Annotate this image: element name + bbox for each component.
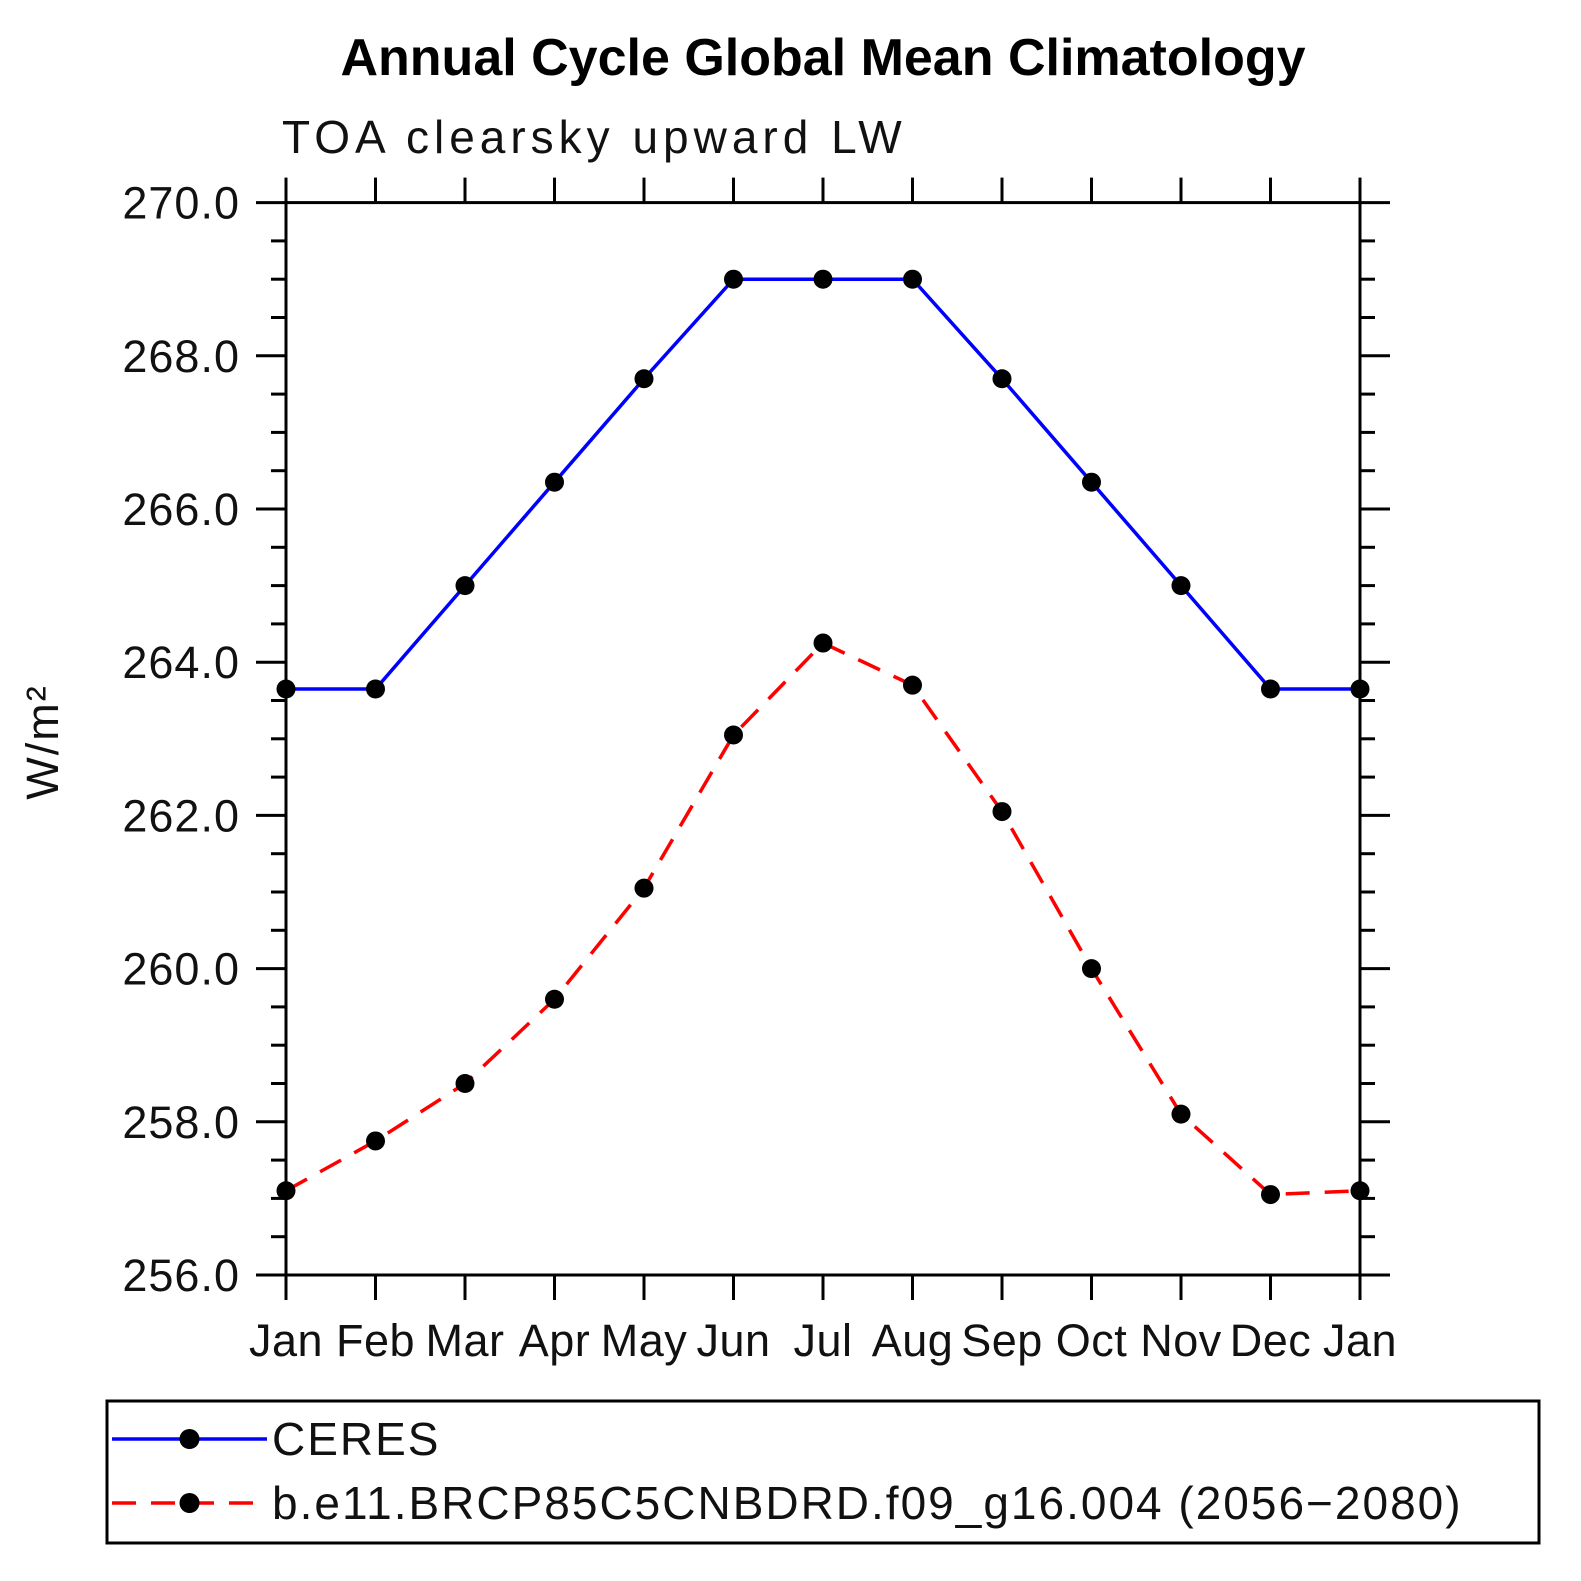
x-tick-label: Apr <box>519 1315 591 1366</box>
data-point-model-sep-8 <box>992 802 1012 822</box>
data-point-ceres-aug-7 <box>903 269 922 289</box>
x-tick-label: Jun <box>696 1315 770 1366</box>
plot-area: 256.0 258.0 260.0 262.0 264.0 266.0 268.0 270.0… <box>122 177 1397 1366</box>
data-point-ceres-apr-3 <box>545 472 564 492</box>
data-point-model-jun-5 <box>724 725 743 745</box>
data-point-ceres-nov-10 <box>1171 576 1191 596</box>
data-point-model-mar-2 <box>455 1074 475 1093</box>
data-point-model-dec-11 <box>1261 1185 1280 1205</box>
data-point-ceres-jan-12 <box>1350 679 1370 699</box>
plot-frame <box>284 201 1362 1277</box>
x-tick-label: Jan <box>1323 1315 1397 1366</box>
y-tick-label: 270.0 <box>122 178 240 229</box>
x-tick-label: Nov <box>1140 1315 1222 1366</box>
x-tick-label: Oct <box>1056 1315 1128 1366</box>
x-tick-label: Jan <box>249 1315 323 1366</box>
data-point-model-may-4 <box>634 878 654 898</box>
chart-subtitle: TOA clearsky upward LW <box>282 111 907 163</box>
data-point-ceres-jul-6 <box>813 269 833 289</box>
series-line-model <box>285 640 1361 1197</box>
data-point-model-aug-7 <box>903 675 922 695</box>
x-tick-label: Dec <box>1230 1315 1312 1366</box>
y-tick-label: 260.0 <box>122 944 240 995</box>
x-tick-label: Feb <box>336 1315 415 1366</box>
x-tick-label: Mar <box>426 1315 505 1366</box>
data-point-ceres-jun-5 <box>724 269 743 289</box>
y-axis-label: W/m² <box>17 684 68 799</box>
legend: CERES b.e11.BRCP85C5CNBDRD.f09_g16.004 (… <box>105 1399 1541 1545</box>
data-point-model-jan-12 <box>1350 1181 1370 1201</box>
chart-title: Annual Cycle Global Mean Climatology <box>340 29 1305 87</box>
legend-marker-model-circle-icon <box>179 1493 200 1513</box>
data-point-model-apr-3 <box>545 989 564 1009</box>
x-tick-label: Aug <box>872 1315 954 1366</box>
data-point-ceres-may-4 <box>634 369 654 389</box>
data-point-model-oct-9 <box>1082 959 1101 979</box>
legend-box <box>105 1399 1541 1545</box>
x-tick-label: Sep <box>961 1315 1043 1366</box>
series-line-ceres <box>286 277 1360 691</box>
data-point-ceres-feb-1 <box>366 679 385 699</box>
legend-marker-ceres-circle-icon <box>179 1429 200 1449</box>
y-tick-label: 266.0 <box>122 484 240 535</box>
legend-label-model: b.e11.BRCP85C5CNBDRD.f09_g16.004 (2056−2… <box>272 1477 1463 1529</box>
x-tick-label: May <box>601 1315 688 1366</box>
data-point-model-feb-1 <box>366 1131 385 1151</box>
y-tick-label: 262.0 <box>122 790 240 841</box>
data-point-ceres-dec-11 <box>1261 679 1280 699</box>
data-point-model-jan-0 <box>276 1181 296 1201</box>
data-point-model-jul-6 <box>813 633 833 653</box>
y-tick-label: 268.0 <box>122 331 240 382</box>
data-point-ceres-oct-9 <box>1082 472 1101 492</box>
data-point-model-nov-10 <box>1171 1104 1191 1124</box>
x-tick-label: Jul <box>793 1315 852 1366</box>
y-tick-label: 258.0 <box>122 1097 240 1148</box>
data-point-ceres-jan-0 <box>276 679 296 699</box>
data-point-ceres-sep-8 <box>992 369 1012 389</box>
legend-label-ceres: CERES <box>272 1413 440 1465</box>
y-tick-label: 264.0 <box>122 637 240 688</box>
data-point-ceres-mar-2 <box>455 576 475 596</box>
y-tick-label: 256.0 <box>122 1250 240 1301</box>
